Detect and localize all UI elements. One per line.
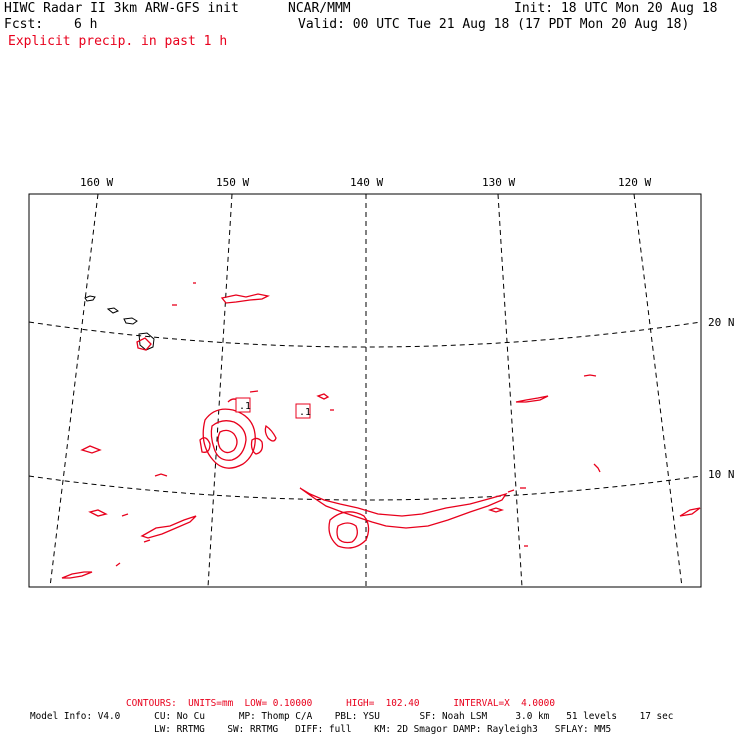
precip-cell xyxy=(88,509,108,517)
meridian-130w xyxy=(497,193,523,588)
precip-cell xyxy=(264,424,277,442)
precip-cell xyxy=(316,393,330,400)
forecast-label: Fcst: xyxy=(4,17,44,32)
meridian-120w xyxy=(633,193,683,588)
big-island xyxy=(138,332,155,351)
precip-cell xyxy=(583,374,597,377)
precip-cell xyxy=(593,463,601,473)
maui-island xyxy=(123,317,138,325)
storm-cluster xyxy=(336,522,358,544)
precip-cell xyxy=(220,293,270,304)
precip-cell xyxy=(80,445,102,454)
contour-info: CONTOURS: UNITS=mm LOW= 0.10000 HIGH= 10… xyxy=(126,698,555,709)
lon-label-130w: 130 W xyxy=(482,176,516,189)
precip-band xyxy=(61,571,93,579)
meridian-160w xyxy=(49,193,99,588)
parallel-10n xyxy=(28,475,702,501)
init-time: Init: 18 UTC Mon 20 Aug 18 xyxy=(514,1,718,16)
forecast-hour: 6 h xyxy=(74,17,98,32)
lon-label-150w: 150 W xyxy=(216,176,250,189)
storm-cluster xyxy=(250,437,264,455)
precip-contours xyxy=(61,282,701,579)
precip-cell xyxy=(487,507,505,513)
precip-cell xyxy=(154,473,168,477)
oahu-island xyxy=(106,307,120,314)
precip-cell xyxy=(143,539,151,543)
precip-cell xyxy=(515,395,549,403)
precip-cell xyxy=(136,337,152,351)
storm-cluster xyxy=(202,408,256,469)
precip-cell xyxy=(249,390,259,393)
lon-label-140w: 140 W xyxy=(350,176,384,189)
org-label: NCAR/MMM xyxy=(288,1,351,16)
chart-title: HIWC Radar II 3km ARW-GFS init xyxy=(4,1,239,16)
precip-band xyxy=(299,487,508,529)
precip-cell xyxy=(679,507,701,517)
precip-cell xyxy=(121,513,129,517)
contour-label-box xyxy=(295,403,311,419)
storm-cluster xyxy=(328,511,370,549)
map-frame xyxy=(28,193,702,588)
precip-band xyxy=(140,515,197,539)
parallel-20n xyxy=(28,321,702,348)
lat-label-20n: 20 N xyxy=(708,316,735,329)
model-info-line1: Model Info: V4.0 CU: No Cu MP: Thomp C/A… xyxy=(30,711,674,722)
hawaiian-islands xyxy=(84,295,155,351)
contour-label: .1 xyxy=(299,407,311,418)
lon-label-160w: 160 W xyxy=(80,176,114,189)
contour-label-box xyxy=(235,397,251,413)
lon-label-120w: 120 W xyxy=(618,176,652,189)
kauai-island xyxy=(84,295,96,302)
meridian-150w xyxy=(207,193,233,588)
lat-label-10n: 10 N xyxy=(708,468,735,481)
valid-time: Valid: 00 UTC Tue 21 Aug 18 (17 PDT Mon … xyxy=(298,17,690,32)
model-info-line2: LW: RRTMG SW: RRTMG DIFF: full KM: 2D Sm… xyxy=(154,724,612,735)
precip-cell xyxy=(507,489,515,493)
contour-label: .1 xyxy=(239,401,251,412)
precip-cell xyxy=(115,562,121,567)
storm-cluster xyxy=(199,437,211,453)
graticule xyxy=(28,193,702,588)
storm-cluster xyxy=(210,420,247,461)
field-description: Explicit precip. in past 1 h xyxy=(8,34,228,49)
storm-cluster xyxy=(217,429,238,454)
